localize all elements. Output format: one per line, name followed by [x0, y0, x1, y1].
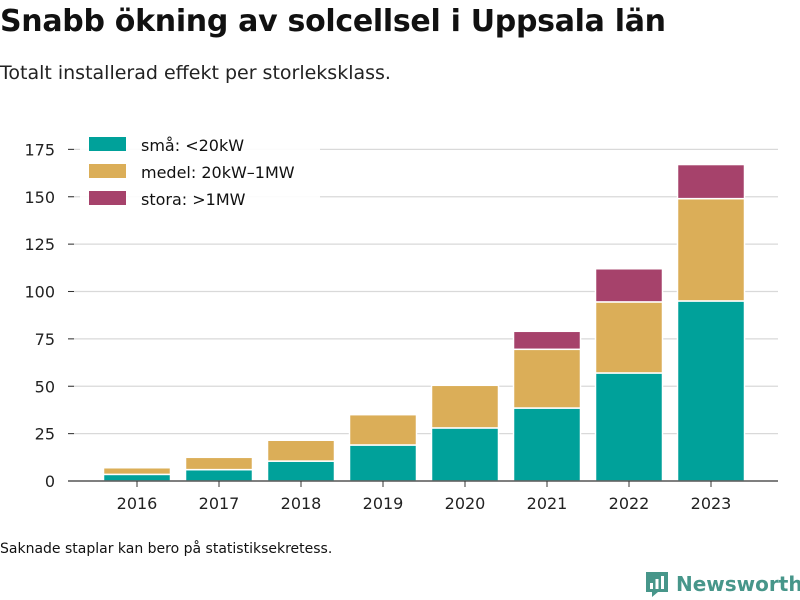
y-tick-label: 175: [24, 140, 55, 159]
bar-segment: [266, 439, 336, 462]
legend-label: små: <20kW: [141, 136, 244, 155]
legend-swatch: [89, 137, 126, 151]
bar-segment: [676, 300, 746, 482]
legend-label: stora: >1MW: [141, 190, 246, 209]
bar-segment: [676, 163, 746, 200]
x-tick-label: 2020: [445, 494, 486, 513]
x-tick-label: 2017: [199, 494, 240, 513]
bar-segment: [184, 468, 254, 482]
chart-title: Snabb ökning av solcellsel i Uppsala län: [0, 4, 666, 39]
y-tick-label: 125: [24, 235, 55, 254]
legend: små: <20kW medel: 20kW–1MW stora: >1MW: [80, 133, 320, 215]
x-tick-label: 2019: [363, 494, 404, 513]
bar-segment: [512, 348, 582, 409]
x-tick-label: 2022: [609, 494, 650, 513]
bar-segment: [102, 473, 172, 482]
x-tick-label: 2018: [281, 494, 322, 513]
legend-label: medel: 20kW–1MW: [141, 163, 295, 182]
bar-segment: [594, 268, 664, 303]
y-tick-label: 0: [45, 472, 55, 491]
axes: 0 25 50 75 100 125 150 175 2016 2017 2018 2019 2020 2…: [24, 140, 778, 513]
legend-swatch: [89, 191, 126, 205]
x-tick-label: 2023: [691, 494, 732, 513]
bar-segment: [676, 197, 746, 302]
footnote: Saknade staplar kan bero på statistiksek…: [0, 541, 333, 557]
bar-segment: [594, 301, 664, 374]
bar-segment: [594, 372, 664, 482]
bar-segment: [266, 460, 336, 482]
bar-segment: [512, 330, 582, 351]
stacked-bar-chart: 0 25 50 75 100 125 150 175 2016 2017 2018 2019 2020 2…: [24, 133, 778, 513]
y-tick-label: 25: [35, 425, 55, 444]
y-tick-label: 150: [24, 188, 55, 207]
bar-segment: [184, 456, 254, 471]
bars: [102, 163, 746, 482]
y-tick-label: 100: [24, 283, 55, 302]
bar-segment: [348, 444, 418, 482]
bar-segment: [430, 384, 500, 429]
legend-swatch: [89, 164, 126, 178]
bar-segment: [430, 427, 500, 482]
brand-name: Newsworthy: [676, 572, 800, 596]
bar-segment: [512, 407, 582, 482]
y-tick-label: 75: [35, 330, 55, 349]
newsworthy-logo: Newsworthy: [644, 569, 800, 599]
chart-subtitle: Totalt installerad effekt per storlekskl…: [0, 62, 391, 84]
x-tick-label: 2016: [117, 494, 158, 513]
x-tick-label: 2021: [527, 494, 568, 513]
bar-segment: [348, 413, 418, 446]
newsworthy-logo-icon: [646, 572, 668, 597]
y-tick-label: 50: [35, 377, 55, 396]
bar-segment: [102, 466, 172, 476]
